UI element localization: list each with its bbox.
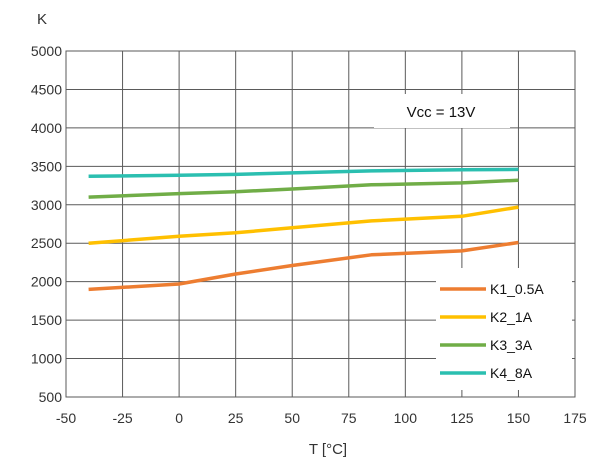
legend-label: K1_0.5A [490, 281, 544, 297]
y-tick-label: 3000 [31, 197, 62, 213]
y-tick-label: 2500 [31, 235, 62, 251]
series-line-k4-8a [88, 167, 519, 179]
y-axis-label: K [37, 11, 47, 28]
y-tick-label: 4000 [31, 120, 62, 136]
series-line-k2-1a [88, 205, 519, 245]
y-tick-label: 5000 [31, 43, 62, 59]
tick-labels: 500100015002000250030003500400045005000-… [31, 43, 587, 426]
legend: K1_0.5A K2_1A K3_3A K4_8A [436, 268, 572, 390]
series-line-k3-3a [88, 178, 519, 199]
legend-label: K2_1A [490, 309, 533, 325]
x-tick-label: -25 [112, 410, 132, 426]
x-tick-label: -50 [56, 410, 76, 426]
annotation-box: Vcc = 13V [374, 94, 510, 128]
annotation-background [374, 94, 510, 128]
y-tick-label: 2000 [31, 274, 62, 290]
x-tick-label: 125 [450, 410, 474, 426]
x-tick-label: 75 [341, 410, 357, 426]
y-tick-label: 1000 [31, 351, 62, 367]
x-tick-label: 25 [228, 410, 244, 426]
y-tick-label: 4500 [31, 81, 62, 97]
series-lines [88, 167, 519, 292]
y-tick-label: 3500 [31, 158, 62, 174]
x-tick-label: 150 [507, 410, 531, 426]
legend-label: K4_8A [490, 365, 533, 381]
y-tick-label: 500 [39, 389, 63, 405]
series-line-k1-0-5a [88, 240, 519, 292]
legend-label: K3_3A [490, 337, 533, 353]
x-tick-label: 100 [394, 410, 418, 426]
annotation-vcc: Vcc = 13V [407, 104, 476, 121]
x-tick-label: 175 [563, 410, 587, 426]
x-tick-label: 0 [175, 410, 183, 426]
y-tick-label: 1500 [31, 312, 62, 328]
plot-area-frame [65, 50, 576, 398]
x-tick-label: 50 [284, 410, 300, 426]
x-axis-label: T [°C] [309, 441, 347, 458]
